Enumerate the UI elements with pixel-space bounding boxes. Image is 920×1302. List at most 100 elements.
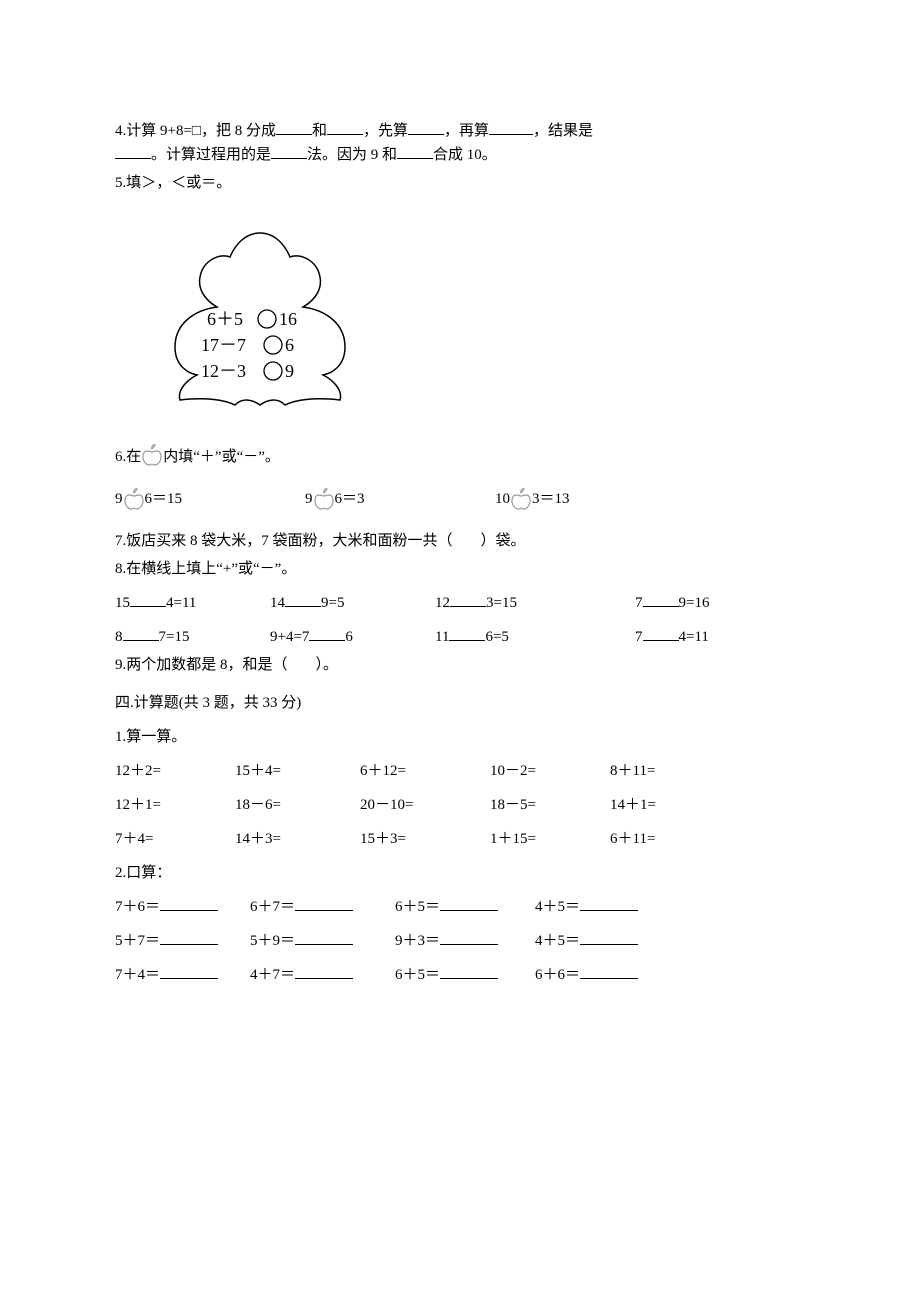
q8-r2-c0-b: 7=15 bbox=[159, 629, 190, 645]
q8-r2-c0: 8 7=15 bbox=[115, 625, 270, 649]
s4q2-blank[interactable] bbox=[580, 895, 638, 911]
q4-text-d: ，结果是 bbox=[533, 123, 593, 139]
q4-blank-3[interactable] bbox=[408, 119, 444, 135]
svg-text:12－3: 12－3 bbox=[201, 361, 246, 381]
svg-text:6＋5: 6＋5 bbox=[207, 309, 243, 329]
s4q1-r0-c4: 8＋11= bbox=[610, 759, 655, 783]
q8-blank[interactable] bbox=[643, 591, 679, 607]
q8-blank[interactable] bbox=[450, 591, 486, 607]
apple-icon[interactable] bbox=[313, 487, 335, 511]
s4q2-blank[interactable] bbox=[580, 963, 638, 979]
s4q2-r2-c1: 4＋7＝ bbox=[250, 963, 395, 987]
q8-blank[interactable] bbox=[285, 591, 321, 607]
s4q2-r1-c3-t: 4＋5＝ bbox=[535, 933, 580, 949]
s4q1-r2-c0: 7＋4= bbox=[115, 827, 235, 851]
q5-line3-a: 12－3 bbox=[201, 361, 246, 381]
q4-blank-4[interactable] bbox=[489, 119, 533, 135]
s4q2-blank[interactable] bbox=[580, 929, 638, 945]
s4q2-blank[interactable] bbox=[440, 929, 498, 945]
q4-blank-5[interactable] bbox=[115, 143, 151, 159]
svg-text:9: 9 bbox=[285, 361, 294, 381]
s4q2-blank[interactable] bbox=[440, 895, 498, 911]
s4q2-r0-c1: 6＋7＝ bbox=[250, 895, 395, 919]
q6-items: 9 6＝15 9 6＝3 10 bbox=[115, 487, 800, 511]
apple-icon[interactable] bbox=[123, 487, 145, 511]
s4q2-blank[interactable] bbox=[295, 895, 353, 911]
s4q2-r1-c0-t: 5＋7＝ bbox=[115, 933, 160, 949]
s4q1-r2-c1: 14＋3= bbox=[235, 827, 360, 851]
s4q2-row-0: 7＋6＝ 6＋7＝ 6＋5＝ 4＋5＝ bbox=[115, 895, 800, 919]
s4q2-row-1: 5＋7＝ 5＋9＝ 9＋3＝ 4＋5＝ bbox=[115, 929, 800, 953]
q6-item-2-a: 10 bbox=[495, 487, 510, 511]
s4q2-r0-c1-t: 6＋7＝ bbox=[250, 899, 295, 915]
q5-line2-b: 6 bbox=[285, 335, 294, 355]
s4q1-r1-c2: 20－10= bbox=[360, 793, 490, 817]
q8-title: 8.在横线上填上“+”或“－”。 bbox=[115, 561, 296, 577]
s4q2-blank[interactable] bbox=[295, 963, 353, 979]
s4q2-row-2: 7＋4＝ 4＋7＝ 6＋5＝ 6＋6＝ bbox=[115, 963, 800, 987]
s4q1-row-2: 7＋4= 14＋3= 15＋3= 1＋15= 6＋11= bbox=[115, 827, 800, 851]
q8-blank[interactable] bbox=[449, 625, 485, 641]
q8-r2-c0-a: 8 bbox=[115, 629, 123, 645]
q8-r2-c3: 7 4=11 bbox=[635, 625, 709, 649]
q5-figure: 6＋5 16 17－7 6 12－3 9 bbox=[145, 225, 800, 423]
s4q2-blank[interactable] bbox=[295, 929, 353, 945]
q8-blank[interactable] bbox=[309, 625, 345, 641]
question-5: 5.填＞，＜或＝。 bbox=[115, 171, 800, 195]
q4-blank-7[interactable] bbox=[397, 143, 433, 159]
q5-line2-a: 17－7 bbox=[201, 335, 246, 355]
s4q2-r1-c3: 4＋5＝ bbox=[535, 929, 638, 953]
s4q1-r0-c1: 15＋4= bbox=[235, 759, 360, 783]
q4-text-c: ，再算 bbox=[444, 123, 489, 139]
q6-item-0-a: 9 bbox=[115, 487, 123, 511]
q9-text-b: ）。 bbox=[316, 657, 339, 673]
q8-r2-c2-b: 6=5 bbox=[485, 629, 508, 645]
q8-r1-c2: 123=15 bbox=[435, 591, 635, 615]
q8-r2-c1-a: 9+4=7 bbox=[270, 629, 309, 645]
q6-suffix: 内填“＋”或“－”。 bbox=[163, 449, 280, 465]
q8-blank[interactable] bbox=[643, 625, 679, 641]
s4q2-r0-c3: 4＋5＝ bbox=[535, 895, 638, 919]
q7-text-a: 7.饭店买来 8 袋大米，7 袋面粉，大米和面粉一共（ bbox=[115, 533, 453, 549]
q6-prefix: 6.在 bbox=[115, 449, 141, 465]
cloud-shape-icon: 6＋5 16 17－7 6 12－3 9 bbox=[145, 225, 375, 415]
q8-r2-c1-b: 6 bbox=[345, 629, 353, 645]
q5-line1-b: 16 bbox=[279, 309, 297, 329]
q8-r2-c3-b: 4=11 bbox=[679, 629, 709, 645]
section-4-title: 四.计算题(共 3 题，共 33 分) bbox=[115, 691, 800, 715]
s4q2-r2-c0-t: 7＋4＝ bbox=[115, 967, 160, 983]
q8-blank[interactable] bbox=[123, 625, 159, 641]
s4q1-r0-c2: 6＋12= bbox=[360, 759, 490, 783]
s4q2-r1-c2: 9＋3＝ bbox=[395, 929, 535, 953]
question-4: 4.计算 9+8=□，把 8 分成和，先算，再算，结果是 。计算过程用的是法。因… bbox=[115, 119, 800, 167]
s4q2-blank[interactable] bbox=[160, 963, 218, 979]
q4-blank-6[interactable] bbox=[271, 143, 307, 159]
q6-item-0-b: 6＝15 bbox=[145, 487, 183, 511]
q7-text-b: ）袋。 bbox=[481, 533, 526, 549]
s4q1-r1-c3: 18－5= bbox=[490, 793, 610, 817]
s4q1-title: 1.算一算。 bbox=[115, 725, 800, 749]
s4q2-blank[interactable] bbox=[160, 895, 218, 911]
q8-r2-c3-a: 7 bbox=[635, 629, 643, 645]
question-7: 7.饭店买来 8 袋大米，7 袋面粉，大米和面粉一共（ ）袋。 bbox=[115, 529, 800, 553]
q4-blank-2[interactable] bbox=[327, 119, 363, 135]
q8-row-2: 87=15 9+4=76 116=5 74=11 bbox=[115, 625, 800, 649]
apple-icon[interactable] bbox=[510, 487, 532, 511]
s4q2-r1-c2-t: 9＋3＝ bbox=[395, 933, 440, 949]
q4-blank-1[interactable] bbox=[276, 119, 312, 135]
s4q2-blank[interactable] bbox=[440, 963, 498, 979]
s4q2-r2-c3-t: 6＋6＝ bbox=[535, 967, 580, 983]
s4q2-r0-c2-t: 6＋5＝ bbox=[395, 899, 440, 915]
s4q1-row-1: 12＋1= 18－6= 20－10= 18－5= 14＋1= bbox=[115, 793, 800, 817]
s4q2-blank[interactable] bbox=[160, 929, 218, 945]
s4q2-r2-c1-t: 4＋7＝ bbox=[250, 967, 295, 983]
svg-text:16: 16 bbox=[279, 309, 297, 329]
q6-item-2: 10 3＝13 bbox=[495, 487, 570, 511]
s4q1-r0-c3: 10－2= bbox=[490, 759, 610, 783]
q4-text-g: 合成 10。 bbox=[433, 147, 497, 163]
s4q2-r0-c3-t: 4＋5＝ bbox=[535, 899, 580, 915]
q6-item-1-a: 9 bbox=[305, 487, 313, 511]
s4q1-r2-c2: 15＋3= bbox=[360, 827, 490, 851]
q8-blank[interactable] bbox=[130, 591, 166, 607]
s4q2-r1-c1: 5＋9＝ bbox=[250, 929, 395, 953]
